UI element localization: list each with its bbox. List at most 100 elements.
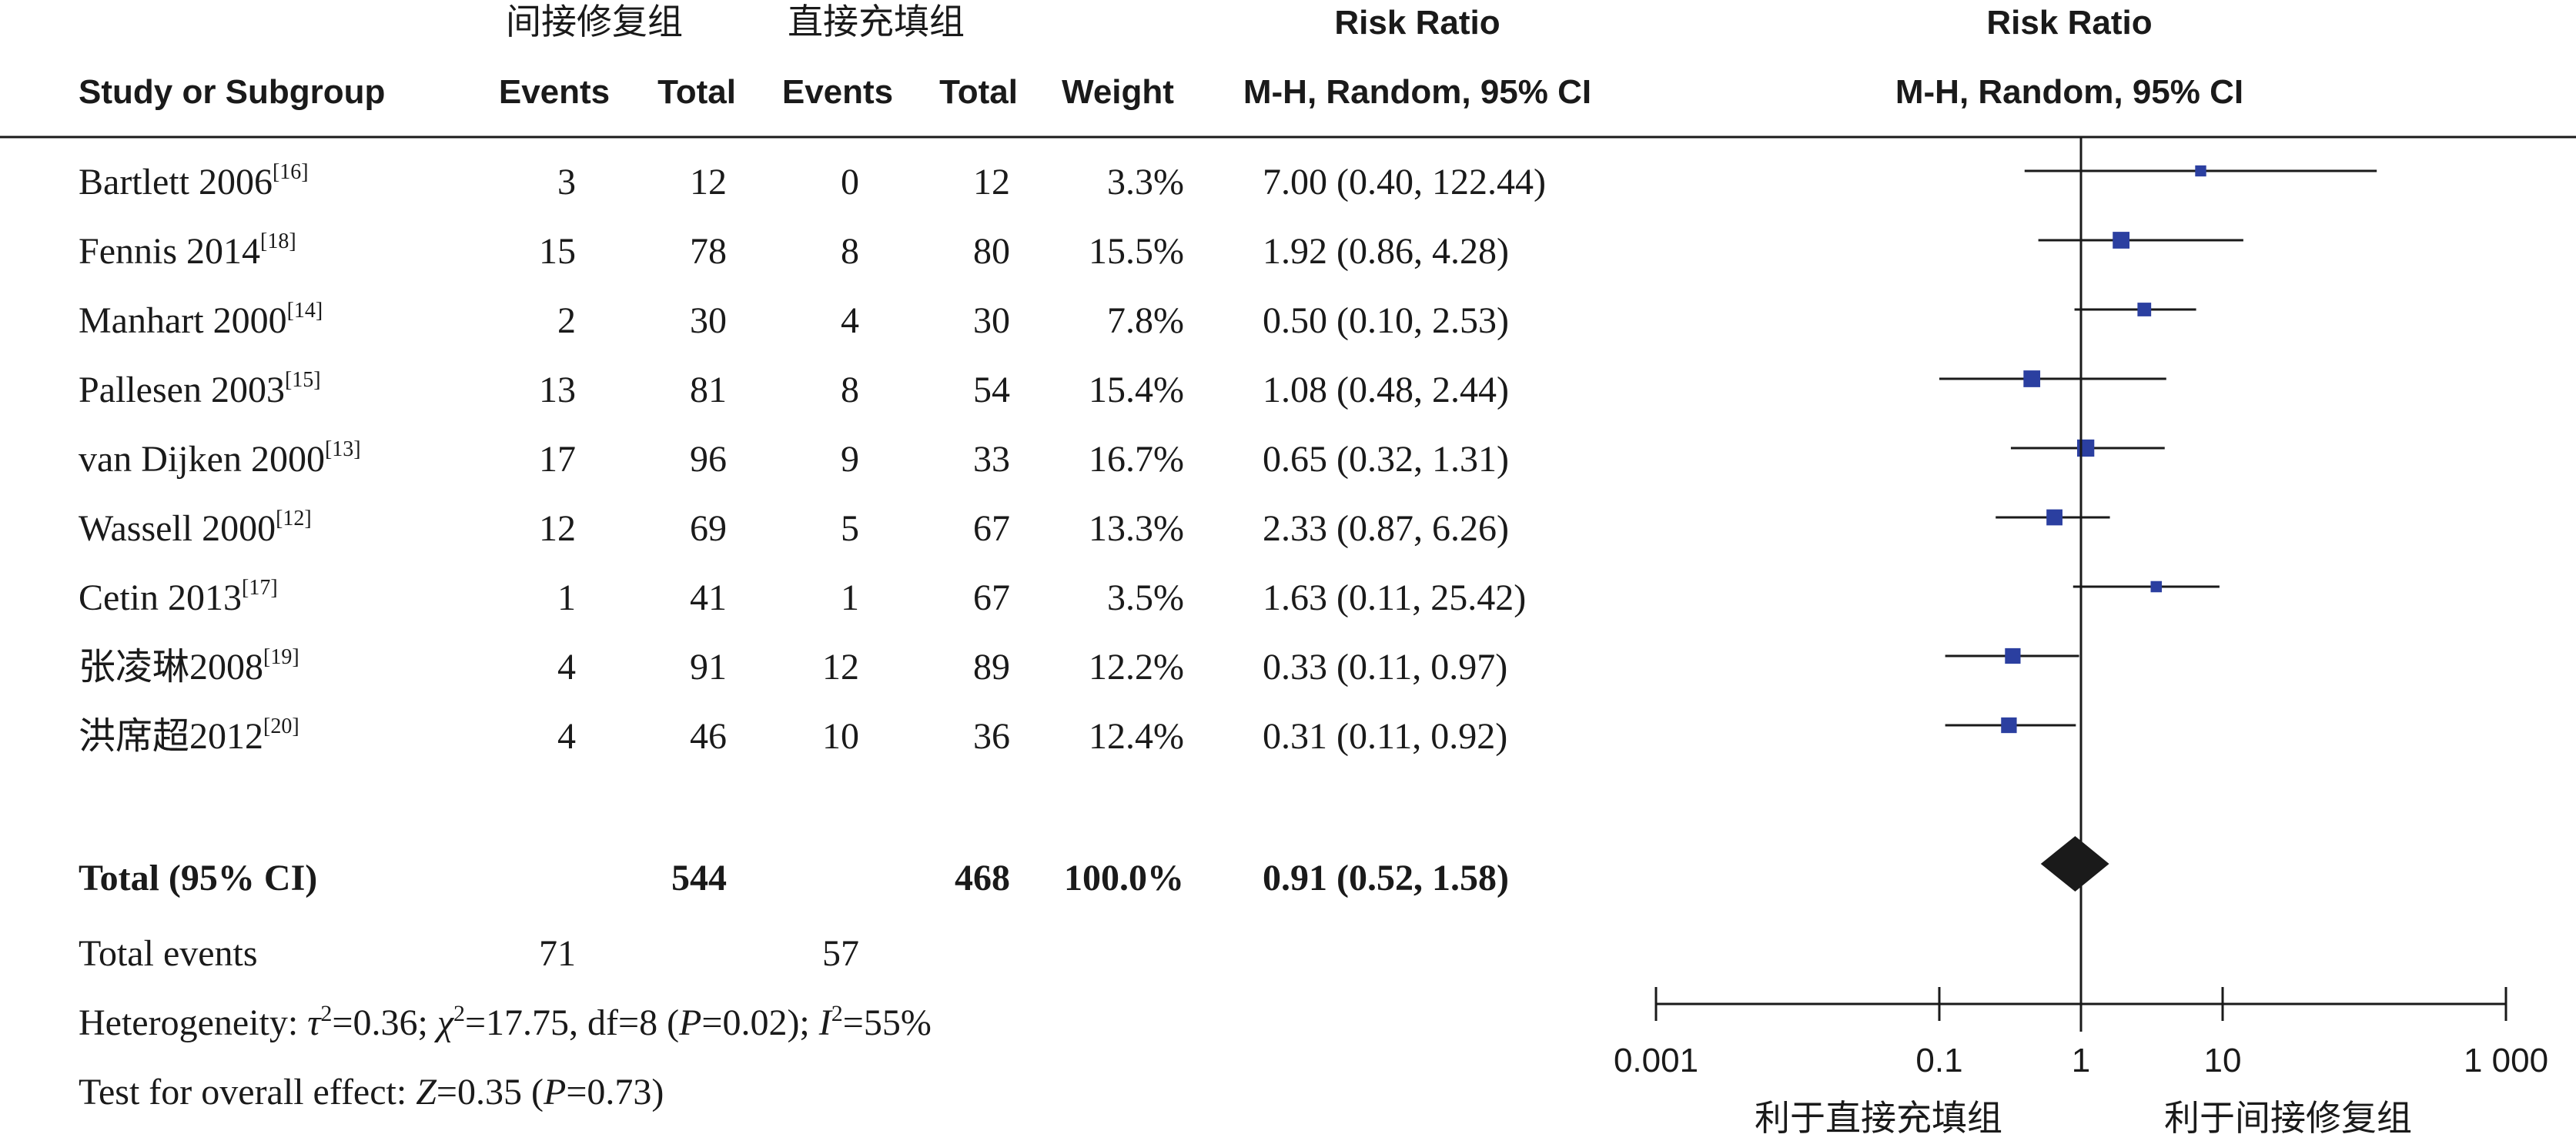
cell-total1: 12 <box>690 162 727 202</box>
group2-header: 直接充填组 <box>788 1 965 42</box>
cell-ci: 0.31 (0.11, 0.92) <box>1263 716 1507 757</box>
total-events-label: Total events <box>79 933 258 974</box>
table-row: Pallesen 2003[15] 13 81 8 54 15.4% 1.08 (0.48,… <box>79 368 1509 410</box>
cell-events1: 4 <box>557 716 576 757</box>
cell-ci: 0.50 (0.10, 2.53) <box>1263 300 1509 341</box>
cell-ci: 1.92 (0.86, 4.28) <box>1263 231 1509 272</box>
study-ref: [19] <box>263 645 299 669</box>
cell-ci: 1.08 (0.48, 2.44) <box>1263 370 1509 410</box>
total-weight: 100.0% <box>1064 858 1184 898</box>
cell-events2: 5 <box>841 508 859 549</box>
study-ref: [13] <box>325 437 361 461</box>
table-row: Wassell 2000[12] 12 69 5 67 13.3% 2.33 (0.87, … <box>79 507 1509 549</box>
cell-ci: 0.33 (0.11, 0.97) <box>1263 647 1507 688</box>
cell-total1: 81 <box>690 370 727 410</box>
heterogeneity-text: Heterogeneity: τ2=0.36; χ2=17.75, df=8 (… <box>79 1001 932 1043</box>
point-estimate-marker <box>2150 581 2163 593</box>
total1-value: 544 <box>671 858 727 898</box>
cell-total1: 30 <box>690 300 727 341</box>
cell-events2: 8 <box>841 370 859 410</box>
cell-total2: 36 <box>973 716 1010 757</box>
cell-events2: 4 <box>841 300 859 341</box>
cell-ci: 7.00 (0.40, 122.44) <box>1263 162 1546 202</box>
cell-events1: 4 <box>557 647 576 688</box>
cell-weight: 3.5% <box>1107 577 1184 618</box>
cell-events2: 8 <box>841 231 859 272</box>
total-label: Total (95% CI) <box>79 858 317 898</box>
study-rows: Bartlett 2006[16] 3 12 0 12 3.3% 7.00 (0.40, 1… <box>79 160 1546 757</box>
x-axis-labels: 0.001 0.1 1 10 1 000 <box>1614 1042 2548 1079</box>
cell-total1: 41 <box>690 577 727 618</box>
cell-total2: 54 <box>973 370 1010 410</box>
total2-value: 468 <box>955 858 1010 898</box>
cell-total2: 67 <box>973 577 1010 618</box>
total-ci: 0.91 (0.52, 1.58) <box>1263 858 1509 898</box>
point-estimate-marker <box>2137 303 2152 316</box>
cell-weight: 15.4% <box>1089 370 1184 410</box>
events2-header: Events <box>782 73 893 111</box>
cell-total1: 78 <box>690 231 727 272</box>
point-estimate-marker <box>2113 232 2130 249</box>
cell-ci: 0.65 (0.32, 1.31) <box>1263 439 1509 480</box>
total-events1: 71 <box>539 933 576 974</box>
study-ref: [12] <box>276 507 312 530</box>
study-name: Pallesen 2003[15] <box>79 368 321 410</box>
total2-header: Total <box>939 73 1018 111</box>
table-row: van Dijken 2000[13] 17 96 9 33 16.7% 0.65 (0.3… <box>79 437 1509 480</box>
x-tick-label: 0.1 <box>1915 1042 1962 1079</box>
cell-total2: 30 <box>973 300 1010 341</box>
point-estimate-marker <box>2005 647 2021 664</box>
cell-events1: 17 <box>539 439 576 480</box>
table-row: Bartlett 2006[16] 3 12 0 12 3.3% 7.00 (0.40, 1… <box>79 160 1546 202</box>
cell-events1: 2 <box>557 300 576 341</box>
cell-weight: 15.5% <box>1089 231 1184 272</box>
x-tick-label: 0.001 <box>1614 1042 1698 1079</box>
cell-total1: 91 <box>690 647 727 688</box>
study-ref: [16] <box>273 160 309 184</box>
cell-events2: 0 <box>841 162 859 202</box>
cell-total1: 69 <box>690 508 727 549</box>
point-estimate-marker <box>2001 717 2017 734</box>
method-header: M-H, Random, 95% CI <box>1243 73 1591 111</box>
x-tick-label: 1 <box>2072 1042 2090 1079</box>
study-ref: [14] <box>287 299 323 323</box>
table-row: 洪席超2012[20] 4 46 10 36 12.4% 0.31 (0.11, 0.92) <box>79 714 1507 757</box>
table-row: 张凌琳2008[19] 4 91 12 89 12.2% 0.33 (0.11, 0.97) <box>79 645 1507 688</box>
cell-total2: 12 <box>973 162 1010 202</box>
cell-ci: 1.63 (0.11, 25.42) <box>1263 577 1526 618</box>
cell-weight: 13.3% <box>1089 508 1184 549</box>
cell-total2: 33 <box>973 439 1010 480</box>
cell-events1: 13 <box>539 370 576 410</box>
point-estimate-marker <box>2046 509 2062 526</box>
study-name: Manhart 2000[14] <box>79 299 323 341</box>
method-plot-header: M-H, Random, 95% CI <box>1895 73 2243 111</box>
cell-weight: 16.7% <box>1089 439 1184 480</box>
study-column-header: Study or Subgroup <box>79 73 385 111</box>
overall-effect-text: Test for overall effect: Z=0.35 (P=0.73) <box>79 1072 664 1113</box>
study-ref: [15] <box>285 368 321 392</box>
study-name: Bartlett 2006[16] <box>79 160 309 202</box>
total-events2: 57 <box>822 933 859 974</box>
cell-total1: 46 <box>690 716 727 757</box>
cell-events2: 1 <box>841 577 859 618</box>
cell-total2: 80 <box>973 231 1010 272</box>
x-tick-label: 10 <box>2204 1042 2242 1079</box>
cell-events1: 1 <box>557 577 576 618</box>
point-estimate-marker <box>2023 370 2041 387</box>
cell-weight: 12.2% <box>1089 647 1184 688</box>
study-ref: [17] <box>242 576 278 600</box>
favours-left-label: 利于直接充填组 <box>1755 1097 2002 1139</box>
point-estimate-marker <box>2076 439 2095 457</box>
table-row: Manhart 2000[14] 2 30 4 30 7.8% 0.50 (0.10, 2.… <box>79 299 1509 341</box>
study-ref: [20] <box>263 714 299 738</box>
cell-ci: 2.33 (0.87, 6.26) <box>1263 508 1509 549</box>
table-row: Cetin 2013[17] 1 41 1 67 3.5% 1.63 (0.11, 25.4… <box>79 576 1526 618</box>
x-tick-label: 1 000 <box>2464 1042 2548 1079</box>
pooled-diamond <box>2040 836 2109 892</box>
risk-ratio-header: Risk Ratio <box>1334 4 1500 42</box>
study-name: 洪席超2012[20] <box>79 714 299 757</box>
group1-header: 间接修复组 <box>506 1 683 42</box>
plot-area <box>1654 137 2507 1032</box>
favours-right-label: 利于间接修复组 <box>2164 1097 2412 1139</box>
point-estimate-marker <box>2195 165 2206 177</box>
